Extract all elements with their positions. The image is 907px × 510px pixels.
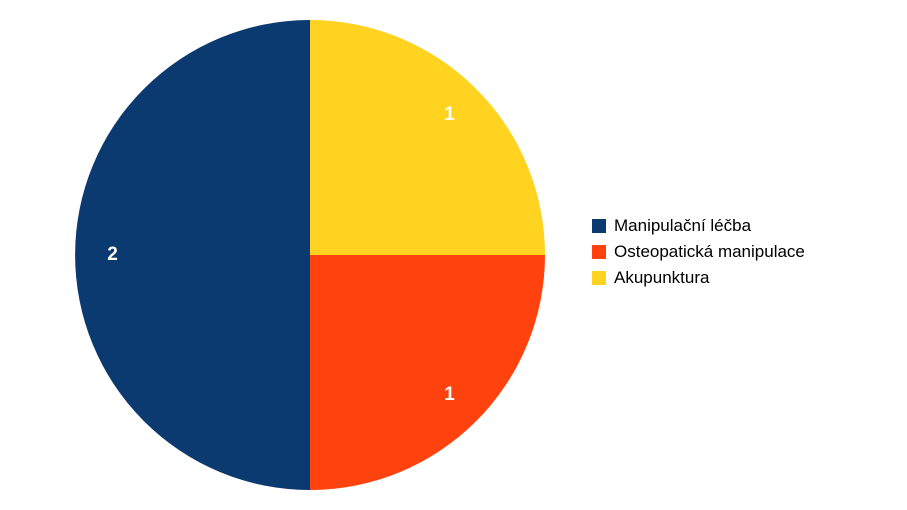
legend-label: Akupunktura (614, 268, 709, 288)
legend-swatch (592, 245, 606, 259)
legend-swatch (592, 271, 606, 285)
pie-slice (310, 255, 545, 490)
pie-slice (75, 20, 310, 490)
legend-swatch (592, 219, 606, 233)
pie-chart-container: 112 Manipulační léčba Osteopatická manipu… (0, 0, 907, 510)
legend-item: Osteopatická manipulace (592, 242, 805, 262)
pie-area: 112 (75, 20, 545, 490)
legend-item: Akupunktura (592, 268, 805, 288)
legend-label: Osteopatická manipulace (614, 242, 805, 262)
pie-slice (310, 20, 545, 255)
legend-item: Manipulační léčba (592, 216, 805, 236)
legend-label: Manipulační léčba (614, 216, 751, 236)
pie-svg (75, 20, 545, 490)
legend: Manipulační léčba Osteopatická manipulace… (592, 216, 805, 288)
